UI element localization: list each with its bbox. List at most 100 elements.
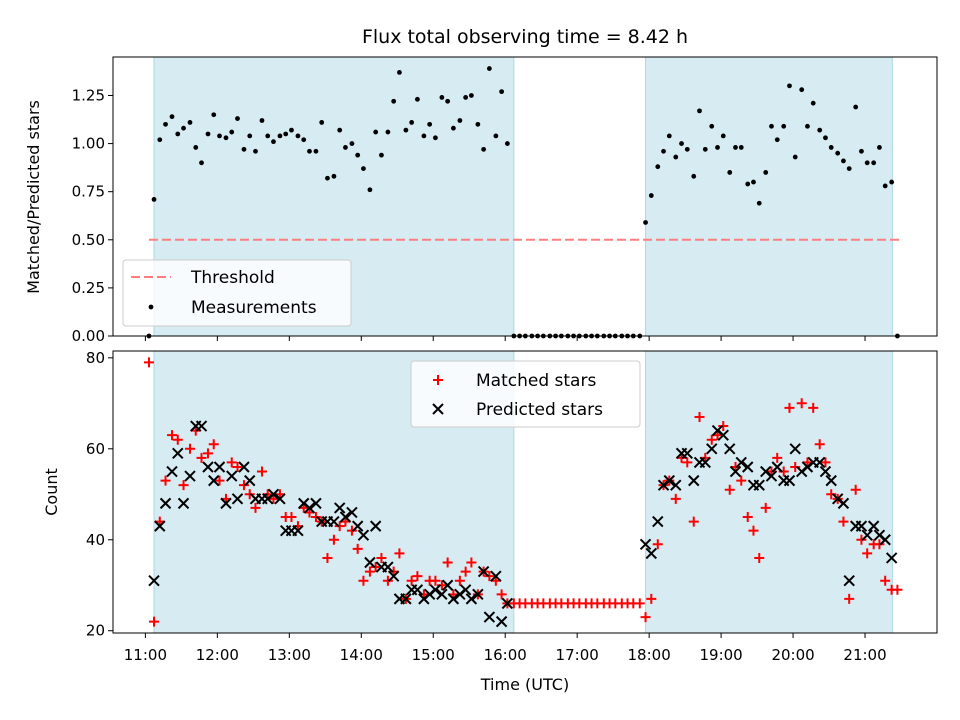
measurement-point <box>727 170 733 175</box>
matched-star-point <box>646 593 657 604</box>
bottom-y-tick-label: 40 <box>86 531 105 549</box>
bottom-legend-box <box>410 360 641 428</box>
matched-star-point <box>256 466 267 477</box>
bottom-x-tick-label: 11:00 <box>124 646 167 664</box>
bottom-y-tick-label: 60 <box>86 440 105 458</box>
predicted-star-point <box>652 515 664 528</box>
measurement-point <box>871 160 877 166</box>
matched-star-point <box>238 480 249 491</box>
bottom-x-tick-label: 15:00 <box>412 646 455 664</box>
predicted-star-point <box>771 461 783 473</box>
legend-predicted-label: Predicted stars <box>476 400 603 420</box>
matched-star-point <box>364 566 375 577</box>
bottom-x-tick-label: 16:00 <box>484 646 527 664</box>
bottom-legend: Matched stars Predicted stars <box>410 360 641 428</box>
predicted-star-point <box>339 511 352 523</box>
measurement-point <box>691 173 697 179</box>
predicted-star-point <box>765 470 778 482</box>
matched-star-point <box>442 557 453 568</box>
chart-title: Flux total observing time = 8.42 h <box>362 26 688 48</box>
measurement-point <box>175 131 181 137</box>
predicted-star-point <box>688 474 700 487</box>
legend-measurements-label: Measurements <box>191 298 317 318</box>
matched-star-point <box>808 402 819 413</box>
matched-star-point <box>226 457 237 468</box>
predicted-star-point <box>154 520 166 532</box>
top-y-tick-label: 0.00 <box>72 327 105 345</box>
matched-star-point <box>172 434 183 445</box>
legend-threshold-label: Threshold <box>190 268 275 288</box>
matched-star-point <box>784 402 795 413</box>
measurement-point <box>361 166 366 172</box>
measurement-point <box>823 135 828 141</box>
matched-star-point <box>394 548 405 559</box>
measurement-point <box>331 173 337 179</box>
bottom-axes-frame <box>112 350 938 634</box>
measurement-point <box>828 145 834 150</box>
predicted-star-point <box>148 574 160 587</box>
matched-star-point <box>454 575 465 586</box>
predicted-star-point <box>724 443 736 455</box>
matched-star-point <box>232 461 243 472</box>
predicted-star-point <box>885 552 898 564</box>
bottom-x-tick-label: 17:00 <box>556 646 599 664</box>
measurement-point <box>259 118 265 123</box>
predicted-star-point <box>202 461 214 473</box>
measurement-point <box>810 100 816 106</box>
top-y-tick-label: 0.75 <box>72 183 105 201</box>
predicted-star-point <box>213 461 226 473</box>
predicted-star-point <box>220 497 232 510</box>
matched-star-point <box>196 452 207 463</box>
legend-measurements-swatch <box>148 304 154 310</box>
matched-star-point <box>412 571 423 582</box>
predicted-star-point <box>333 502 346 514</box>
bottom-x-tick-label: 12:00 <box>196 646 239 664</box>
measurement-point <box>745 181 751 187</box>
measurement-point <box>289 127 294 133</box>
predicted-star-point <box>789 443 801 455</box>
predicted-star-point <box>226 470 238 482</box>
matched-star-point <box>376 552 387 563</box>
measurement-point <box>229 129 235 135</box>
matched-star-point <box>892 584 903 595</box>
measurement-point <box>283 131 289 137</box>
matched-star-point <box>874 539 885 550</box>
matched-star-point <box>760 502 771 513</box>
measurement-point <box>853 104 859 110</box>
predicted-star-point <box>292 524 304 537</box>
measurement-point <box>666 133 672 139</box>
measurement-point <box>277 133 283 139</box>
matched-star-point <box>286 512 297 523</box>
predicted-star-point <box>825 474 837 487</box>
predicted-star-point <box>813 456 826 469</box>
measurement-point <box>199 160 204 166</box>
measurement-point <box>445 98 451 104</box>
matched-star-point <box>382 575 393 586</box>
matched-star-point <box>322 552 333 563</box>
predicted-star-point <box>681 447 693 460</box>
top-y-tick-label: 0.25 <box>72 279 105 297</box>
measurement-point <box>385 129 391 135</box>
predicted-star-point <box>501 597 514 610</box>
measurement-point <box>205 131 211 137</box>
measurement-point <box>841 158 846 164</box>
matched-star-point <box>694 411 705 422</box>
measurement-point <box>427 121 433 127</box>
measurement-point <box>157 137 163 143</box>
predicted-star-point <box>387 570 400 582</box>
measurement-point <box>295 133 301 139</box>
measurement-point <box>265 133 271 139</box>
measurement-point <box>715 145 720 150</box>
measurement-point <box>792 154 798 160</box>
x-axis-label: Time (UTC) <box>480 675 569 694</box>
measurement-point <box>655 164 661 170</box>
top-y-axis: 0.00 0.25 0.50 0.75 1.00 1.25 <box>72 86 113 345</box>
measurement-point <box>457 118 463 123</box>
predicted-star-point <box>184 470 196 482</box>
measurement-point <box>421 133 427 139</box>
predicted-star-point <box>663 474 675 487</box>
top-y-tick-label: 1.00 <box>72 135 105 153</box>
predicted-star-point <box>753 479 765 491</box>
measurement-point <box>709 123 715 129</box>
